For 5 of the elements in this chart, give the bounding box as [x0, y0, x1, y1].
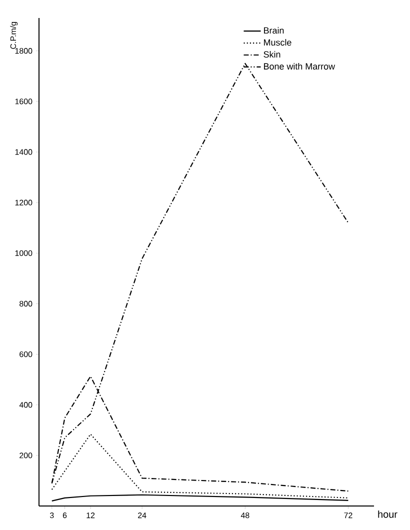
x-axis-title: hour: [378, 510, 398, 518]
legend-label: Bone with Marrow: [264, 62, 336, 70]
legend-label: Skin: [264, 51, 280, 58]
legend-label: Muscle: [264, 39, 292, 46]
legend-label: Brain: [264, 27, 284, 34]
